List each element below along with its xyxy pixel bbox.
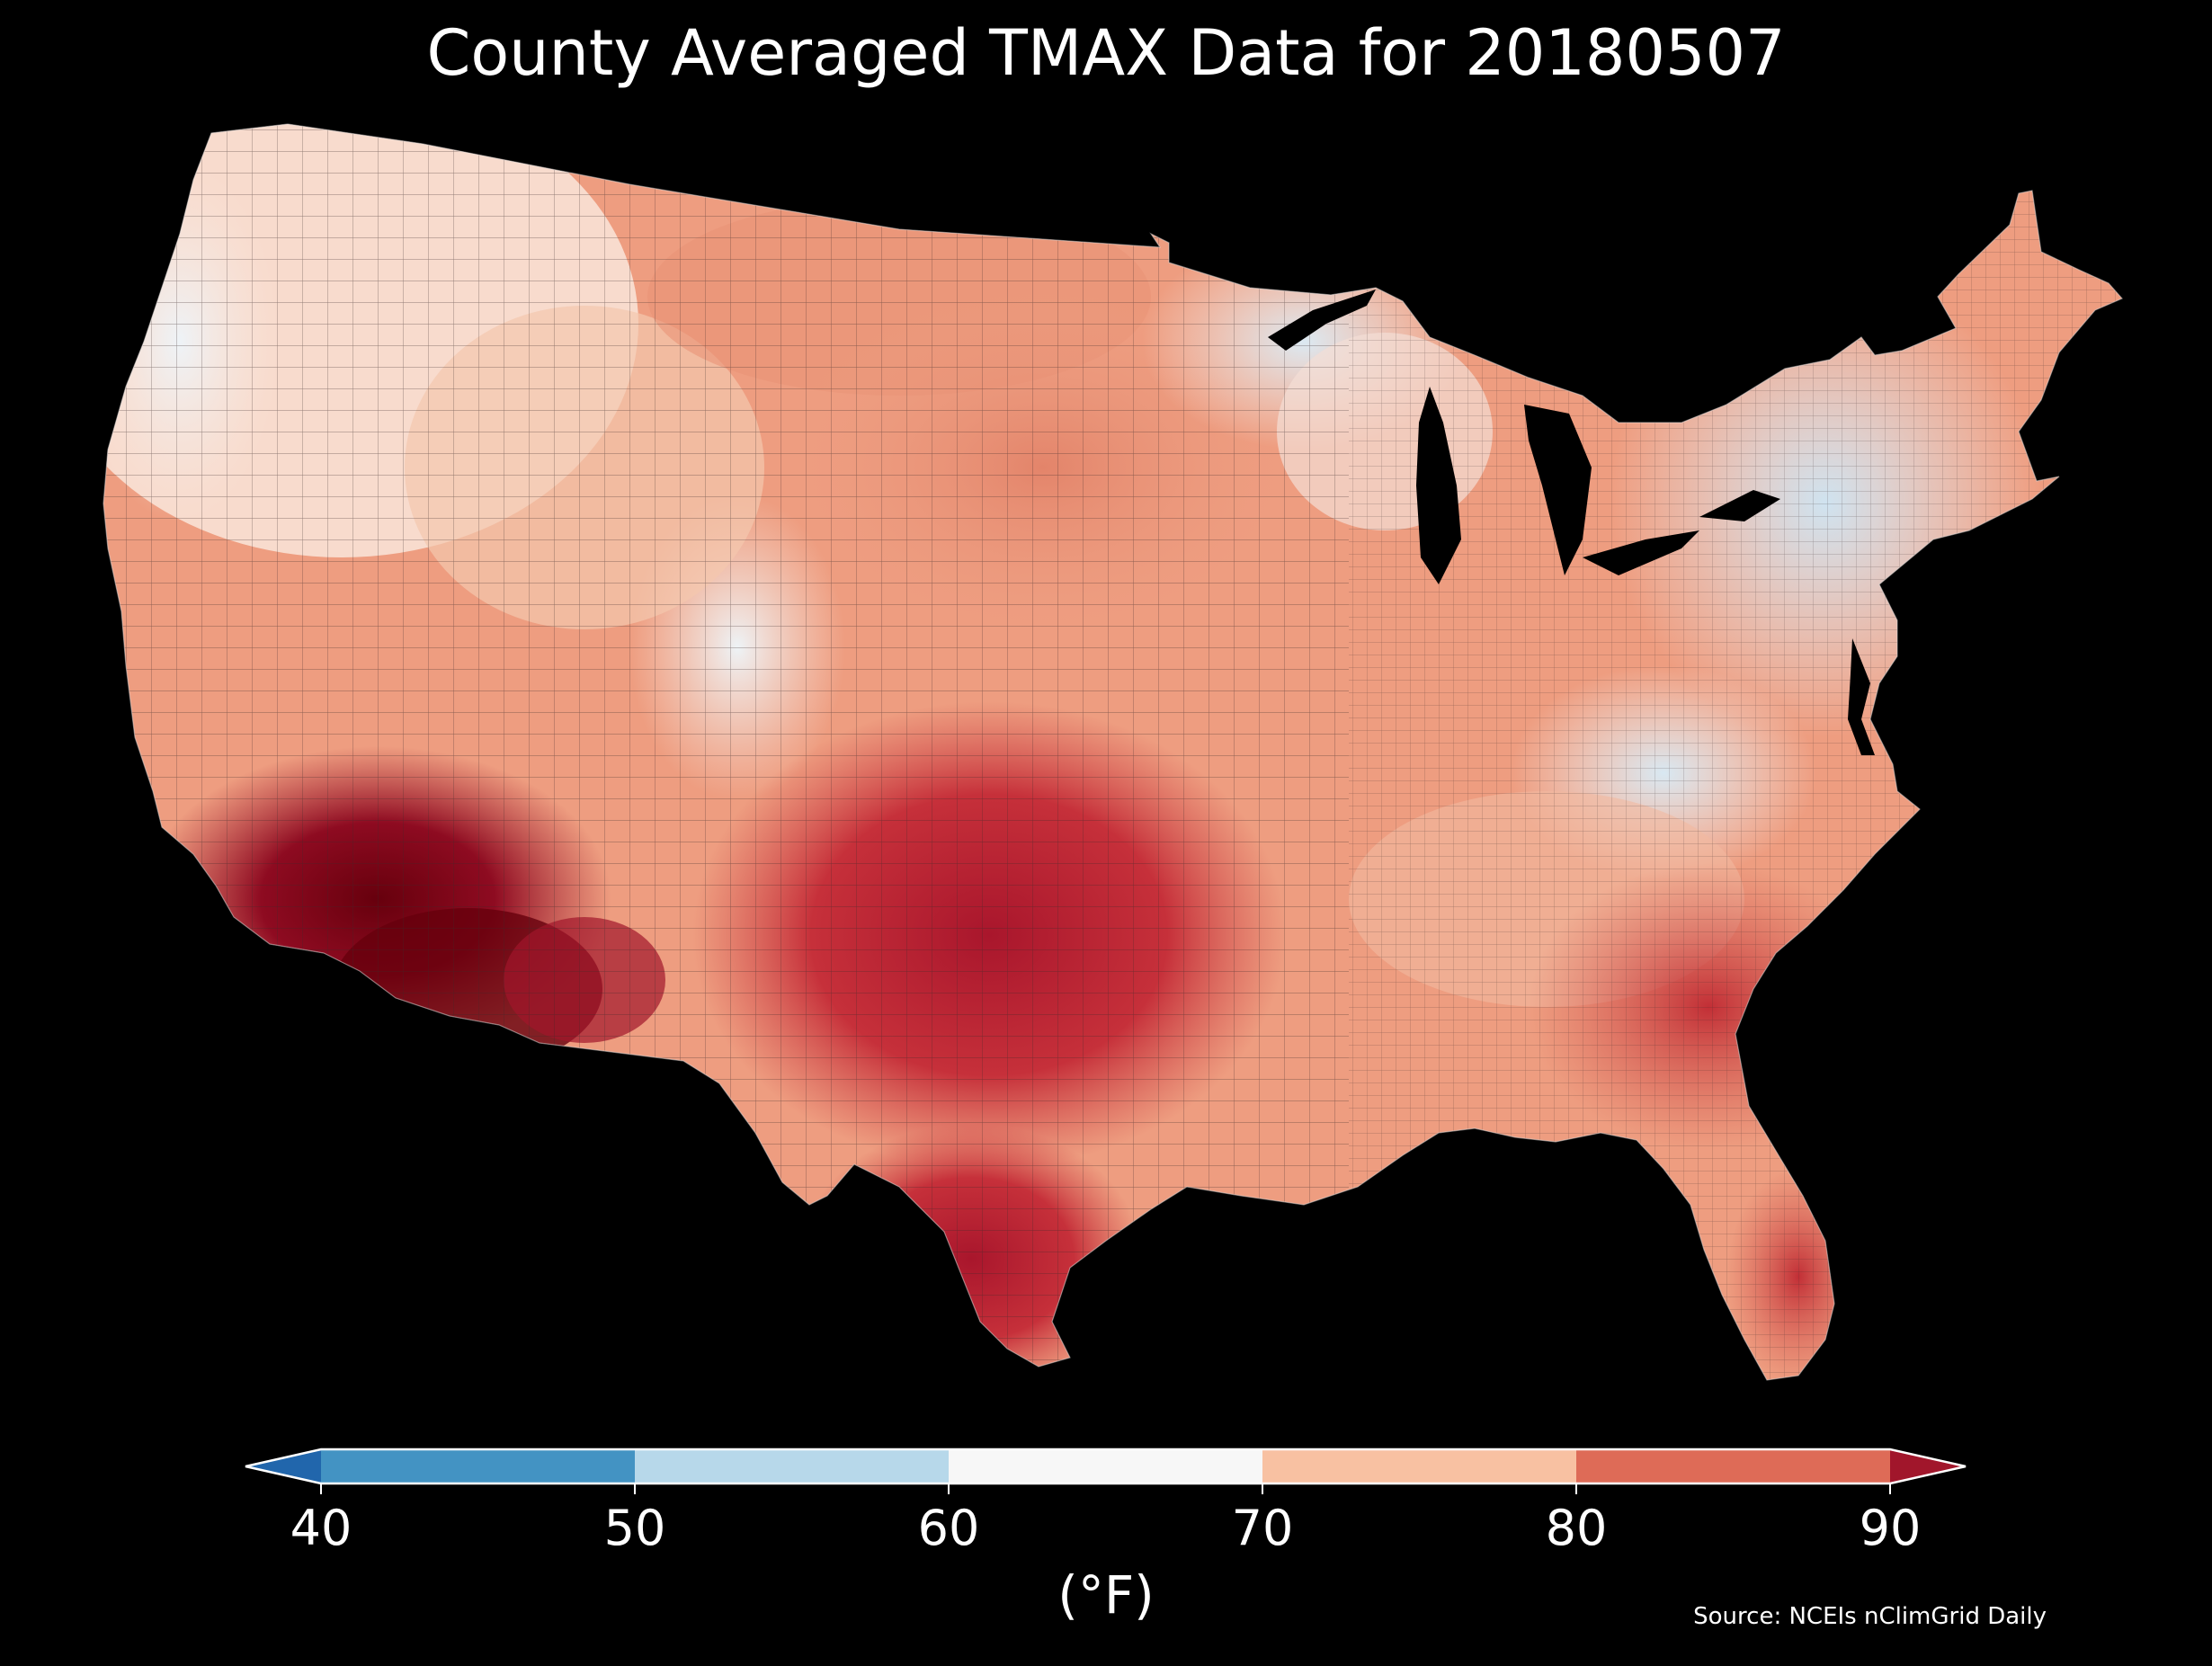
map-title: County Averaged TMAX Data for 20180507 [426, 16, 1786, 90]
county-choropleth-map [103, 123, 2123, 1381]
colorbar-over-arrow [1890, 1449, 1966, 1483]
colorbar-unit-label: (°F) [1057, 1564, 1155, 1626]
colorbar-tick-label-5: 90 [1860, 1500, 1922, 1556]
colorbar-tick-label-1: 50 [604, 1500, 666, 1556]
great-lakes [1268, 290, 1780, 584]
colorbar-under-arrow [245, 1449, 321, 1483]
colorbar-tick-label-3: 70 [1232, 1500, 1294, 1556]
chesapeake-bay [1848, 638, 1875, 755]
colorbar-bin-2 [949, 1449, 1262, 1483]
colorbar-tick-label-0: 40 [290, 1500, 352, 1556]
colorbar-bin-1 [635, 1449, 949, 1483]
colorbar-tick-label-2: 60 [918, 1500, 980, 1556]
source-credit: Source: NCEIs nClimGrid Daily [1693, 1603, 2047, 1630]
colorbar-bin-3 [1262, 1449, 1576, 1483]
colorbar-tick-label-4: 80 [1546, 1500, 1608, 1556]
colorbar-bin-4 [1576, 1449, 1890, 1483]
colorbar-bin-0 [321, 1449, 635, 1483]
